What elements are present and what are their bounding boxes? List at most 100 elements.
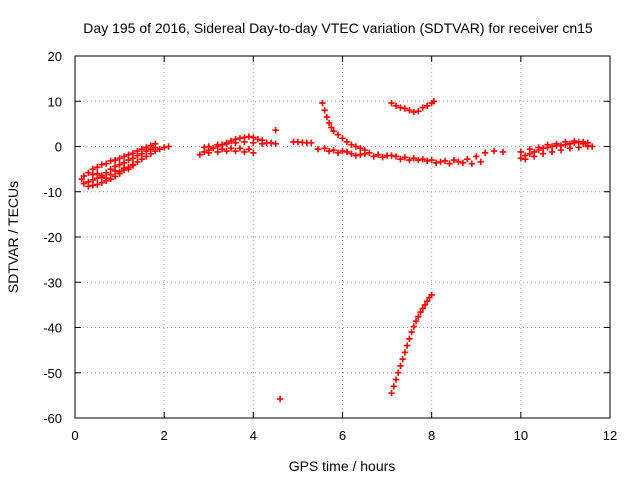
data-point bbox=[374, 151, 382, 158]
data-point bbox=[348, 150, 355, 157]
data-point bbox=[348, 141, 355, 148]
x-tick-label: 10 bbox=[514, 428, 528, 443]
data-point bbox=[111, 156, 119, 164]
data-point bbox=[263, 139, 270, 147]
data-point bbox=[421, 301, 429, 309]
data-point bbox=[85, 169, 92, 176]
data-point bbox=[481, 149, 489, 157]
data-point bbox=[259, 140, 266, 147]
data-point bbox=[473, 153, 480, 160]
data-point bbox=[89, 182, 97, 189]
data-point bbox=[441, 157, 449, 165]
data-point bbox=[464, 155, 471, 163]
data-point bbox=[401, 349, 409, 356]
y-tick-label: 10 bbox=[48, 94, 62, 109]
data-point bbox=[103, 160, 110, 167]
data-point bbox=[116, 155, 123, 162]
data-point bbox=[250, 149, 257, 157]
data-point bbox=[125, 156, 132, 164]
data-point bbox=[517, 155, 525, 162]
data-point bbox=[325, 119, 333, 127]
data-point bbox=[390, 383, 397, 390]
data-point bbox=[138, 150, 146, 157]
y-tick-label: -30 bbox=[43, 275, 62, 290]
data-point bbox=[548, 148, 556, 156]
data-point bbox=[330, 146, 337, 154]
data-point bbox=[323, 113, 331, 121]
data-point bbox=[566, 145, 574, 152]
data-point bbox=[366, 149, 373, 157]
data-point bbox=[392, 153, 400, 160]
data-point bbox=[370, 153, 377, 160]
y-tick-label: 20 bbox=[48, 49, 62, 64]
data-point bbox=[415, 108, 422, 115]
data-point bbox=[120, 165, 128, 172]
data-point bbox=[388, 389, 395, 397]
data-point bbox=[392, 102, 400, 109]
data-point bbox=[424, 102, 431, 109]
data-point bbox=[357, 151, 364, 158]
data-point bbox=[580, 140, 587, 147]
data-point bbox=[319, 99, 326, 107]
data-point bbox=[395, 369, 402, 376]
data-point bbox=[428, 291, 435, 299]
data-point bbox=[103, 169, 110, 176]
data-point bbox=[401, 105, 409, 112]
data-point bbox=[134, 158, 141, 166]
data-point bbox=[417, 308, 424, 316]
data-point bbox=[403, 342, 411, 349]
data-point bbox=[548, 143, 556, 150]
data-point bbox=[152, 147, 159, 155]
data-point bbox=[406, 156, 413, 164]
data-point bbox=[116, 161, 123, 168]
data-point bbox=[459, 159, 467, 166]
y-tick-label: -10 bbox=[43, 185, 62, 200]
data-point bbox=[468, 160, 475, 167]
data-point bbox=[89, 165, 97, 173]
data-point bbox=[125, 151, 132, 158]
data-point bbox=[410, 108, 418, 116]
tick-labels: 0 2 4 6 8 10 12 -60 -50 -40 -30 -20 -10 0 10 20 bbox=[43, 49, 617, 443]
data-point bbox=[575, 144, 582, 151]
x-tick-label: 2 bbox=[161, 428, 168, 443]
data-points bbox=[78, 98, 596, 403]
data-point bbox=[392, 376, 400, 383]
data-point bbox=[120, 153, 128, 160]
data-point bbox=[526, 146, 533, 153]
data-point bbox=[205, 149, 212, 157]
data-point bbox=[328, 124, 335, 131]
data-point bbox=[94, 164, 101, 171]
data-point bbox=[330, 127, 337, 135]
data-point bbox=[214, 148, 221, 156]
data-point bbox=[245, 146, 253, 153]
data-point bbox=[276, 395, 284, 403]
data-point bbox=[236, 135, 244, 142]
data-point bbox=[412, 317, 420, 325]
data-point bbox=[236, 145, 244, 152]
x-tick-label: 6 bbox=[339, 428, 346, 443]
data-point bbox=[334, 149, 342, 157]
data-point bbox=[254, 136, 261, 143]
data-point bbox=[147, 150, 154, 157]
data-point bbox=[89, 171, 97, 178]
plot-frame bbox=[74, 55, 611, 419]
data-point bbox=[314, 146, 322, 153]
data-point bbox=[107, 165, 114, 173]
data-point bbox=[562, 138, 569, 146]
data-point bbox=[232, 147, 239, 155]
data-point bbox=[415, 156, 422, 164]
data-point bbox=[428, 156, 435, 164]
data-point bbox=[397, 155, 404, 163]
data-point bbox=[455, 158, 462, 166]
x-axis-label: GPS time / hours bbox=[289, 458, 396, 474]
data-point bbox=[321, 145, 328, 152]
data-point bbox=[539, 145, 547, 152]
data-point bbox=[339, 135, 346, 142]
data-point bbox=[339, 147, 346, 155]
y-tick-label: -50 bbox=[43, 366, 62, 381]
data-point bbox=[424, 298, 431, 305]
data-point bbox=[210, 145, 217, 152]
data-point bbox=[98, 179, 105, 186]
data-point bbox=[334, 131, 342, 138]
y-tick-label: -60 bbox=[43, 411, 62, 426]
